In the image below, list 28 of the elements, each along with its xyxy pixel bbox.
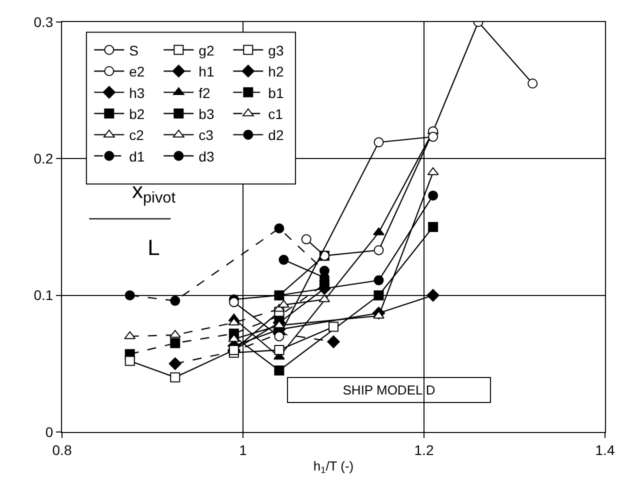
legend-label: g3 <box>268 42 284 58</box>
x-tick-label: 0.8 <box>52 442 72 458</box>
x-axis-title: h$_{1}$/T (-) <box>313 458 354 476</box>
legend-label: c2 <box>129 127 144 144</box>
y-tick-label: 0.3 <box>34 14 54 30</box>
legend-label: c1 <box>268 106 284 122</box>
legend-label: h3 <box>129 84 145 101</box>
legend-label: f2 <box>198 84 211 101</box>
legend-label: b2 <box>129 106 145 122</box>
legend-label: g2 <box>198 42 214 58</box>
legend-label: b3 <box>198 106 214 122</box>
legend-label: e2 <box>129 64 145 80</box>
y-tick-label: 0.1 <box>34 287 54 304</box>
x-tick-label: 1 <box>239 442 248 458</box>
legend-label: b1 <box>268 84 284 101</box>
y-tick-label: 0.2 <box>34 150 54 167</box>
legend-label: d1 <box>129 148 145 164</box>
text: x$_{pivot}$ L <box>132 178 176 260</box>
legend-label: S <box>129 42 138 58</box>
legend-label: d2 <box>268 127 284 144</box>
y-tick-label: 0 <box>45 424 54 440</box>
legend-label: h1 <box>198 64 214 80</box>
legend-label: c3 <box>198 127 214 144</box>
legend-label: h2 <box>268 64 284 80</box>
x-tick-label: 1.2 <box>414 442 434 458</box>
legend-label: d3 <box>198 148 214 164</box>
x-tick-label: 1.4 <box>595 442 615 458</box>
annotation: SHIP MODEL D <box>342 382 436 398</box>
